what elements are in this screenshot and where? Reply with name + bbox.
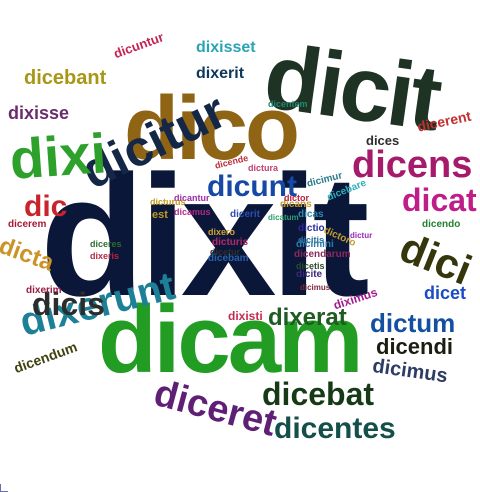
word-dicit: dicit	[258, 25, 446, 151]
word-dicans: dicans	[280, 199, 312, 210]
word-dictio: dictio	[298, 223, 325, 234]
word-dicatum: dicatum	[268, 213, 299, 222]
corner-mark	[0, 484, 8, 492]
word-dicebat: dicebat	[262, 376, 375, 412]
word-dicebant: dicebant	[24, 67, 107, 89]
word-dic: dic	[24, 190, 68, 223]
word-dicturus: dicturus	[150, 197, 186, 207]
word-dixeris: dixeris	[90, 251, 120, 261]
word-dixisset: dixisset	[196, 39, 256, 56]
word-dicuntur: dicuntur	[111, 29, 166, 62]
word-dices: dices	[366, 133, 400, 148]
word-dicendum: dicendum	[11, 338, 80, 377]
word-dicimus-small: dicimus	[300, 283, 331, 292]
word-dicantur: dicantur	[174, 193, 210, 203]
word-dicamus: dicamus	[174, 207, 211, 217]
word-dixerat: dixerat	[268, 304, 347, 331]
word-dixerit: dixerit	[196, 65, 245, 82]
word-dicunt: dicunt	[207, 170, 297, 203]
word-dicetur: dicetur	[210, 247, 241, 257]
word-dicerit: dicerit	[230, 209, 261, 220]
word-dicentem: dicentem	[268, 99, 308, 109]
word-dixi: dixi	[7, 121, 109, 191]
word-dicas: dicas	[298, 209, 324, 220]
word-dicam: dicam	[98, 286, 363, 393]
word-dicendo: dicendo	[422, 219, 461, 230]
word-dicet: dicet	[424, 283, 467, 303]
word-dixisti: dixisti	[228, 309, 263, 323]
word-dictura: dictura	[248, 163, 279, 173]
word-dictur: dictur	[350, 231, 373, 240]
word-diceres: diceres	[90, 239, 122, 249]
word-dicendarum: dicendarum	[294, 249, 351, 260]
word-dixit: dixit	[40, 140, 370, 332]
word-dicimus: dicimus	[371, 355, 449, 388]
word-dicite: dicite	[296, 269, 323, 280]
word-dicat: dicat	[402, 182, 477, 218]
word-dicturis: dicturis	[212, 237, 249, 248]
word-dixisse: dixisse	[8, 103, 70, 123]
word-dixero: dixero	[208, 227, 236, 237]
word-dicebam: dicebam	[208, 253, 249, 264]
word-dicis: dicis	[32, 286, 105, 322]
word-dico: dico	[124, 79, 300, 179]
word-dixerim: dixerim	[26, 285, 62, 296]
word-dicentes: dicentes	[274, 412, 396, 445]
word-dicendi: dicendi	[376, 334, 454, 359]
word-dictum: dictum	[370, 308, 456, 338]
word-dicimini: dicimini	[296, 239, 334, 250]
word-dicerem: dicerem	[8, 219, 47, 230]
word-dicetis: dicetis	[296, 261, 325, 271]
word-dictor: dictor	[284, 193, 310, 203]
word-dicens: dicens	[352, 144, 473, 186]
word-est: est	[152, 209, 168, 221]
word-dicitis: dicitis	[298, 235, 325, 245]
